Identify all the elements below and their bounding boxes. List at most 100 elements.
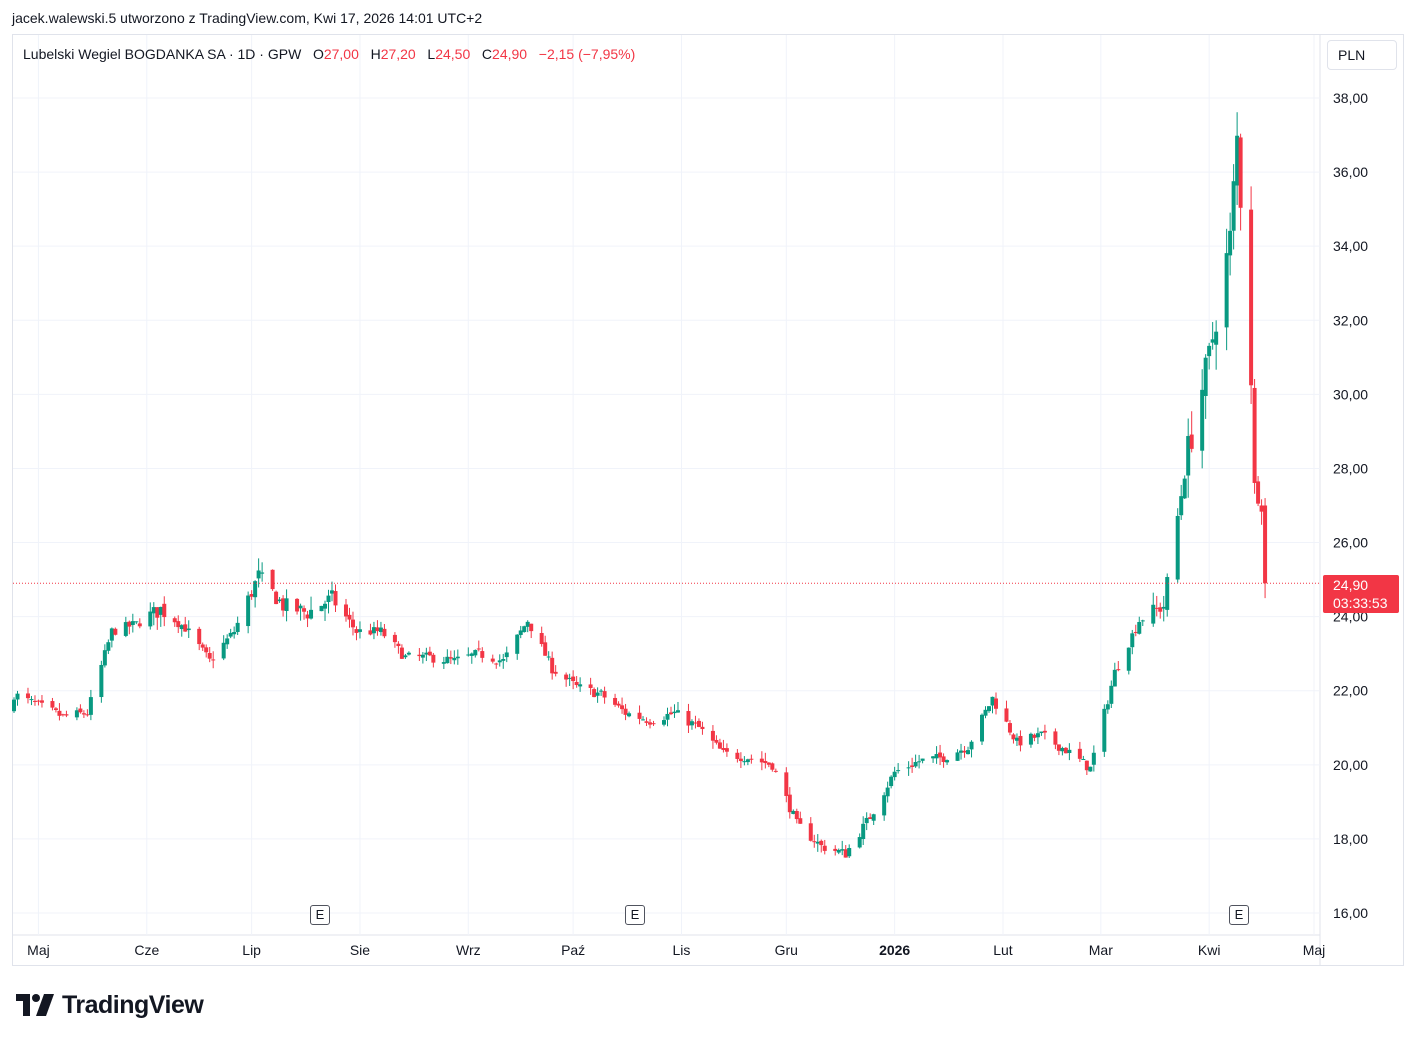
currency-button[interactable]: PLN bbox=[1327, 40, 1397, 70]
earnings-marker[interactable]: E bbox=[1229, 905, 1249, 925]
candle-body bbox=[574, 681, 579, 686]
candle-body bbox=[371, 627, 376, 634]
chart-legend: Lubelski Wegiel BOGDANKA SA · 1D · GPW O… bbox=[23, 46, 635, 62]
y-tick-label: 16,00 bbox=[1333, 905, 1368, 921]
legend-open-value: 27,00 bbox=[323, 46, 359, 62]
tradingview-logo-text: TradingView bbox=[62, 990, 204, 1019]
candle-body bbox=[1053, 731, 1058, 745]
candle-body bbox=[700, 726, 705, 730]
legend-close-label: C bbox=[481, 46, 493, 62]
candle-body bbox=[1158, 607, 1163, 612]
candle-body bbox=[539, 632, 544, 645]
candle-body bbox=[200, 644, 205, 648]
candle-body bbox=[494, 663, 499, 665]
candle-body bbox=[648, 722, 653, 725]
candle-body bbox=[392, 634, 397, 643]
candle-body bbox=[745, 759, 750, 763]
x-tick-label: Gru bbox=[775, 942, 798, 958]
candle-body bbox=[822, 845, 827, 851]
candle-body bbox=[910, 765, 915, 767]
candle-body bbox=[1028, 733, 1033, 745]
candle-body bbox=[735, 752, 740, 759]
candle-body bbox=[896, 770, 901, 772]
candle-body bbox=[857, 837, 862, 848]
candle-body bbox=[696, 720, 701, 727]
candle-body bbox=[1175, 515, 1180, 580]
candle-body bbox=[1249, 209, 1254, 386]
candle-body bbox=[840, 849, 845, 851]
candle-body bbox=[480, 651, 485, 658]
candle-body bbox=[12, 699, 16, 712]
candle-body bbox=[812, 841, 817, 843]
candle-body bbox=[1235, 135, 1240, 186]
candle-body bbox=[675, 710, 680, 713]
candle-body bbox=[665, 713, 670, 720]
candle-body bbox=[1004, 708, 1009, 722]
candle-body bbox=[350, 619, 355, 628]
tradingview-logo[interactable]: TradingView bbox=[16, 990, 204, 1020]
x-tick-label: Lis bbox=[673, 942, 691, 958]
candle-body bbox=[406, 652, 411, 655]
candle-body bbox=[445, 656, 450, 664]
legend-high-value: 27,20 bbox=[380, 46, 416, 62]
candle-body bbox=[78, 708, 83, 713]
candle-body bbox=[836, 849, 841, 853]
candle-body bbox=[1014, 737, 1019, 741]
candle-body bbox=[1259, 505, 1264, 512]
candle-body bbox=[962, 750, 967, 753]
candle-body bbox=[427, 651, 432, 656]
candle-body bbox=[1011, 734, 1016, 740]
earnings-marker[interactable]: E bbox=[625, 905, 645, 925]
candle-body bbox=[637, 712, 642, 719]
candle-body bbox=[232, 632, 237, 635]
legend-open-label: O bbox=[312, 46, 324, 62]
candle-body bbox=[420, 654, 425, 658]
candle-body bbox=[36, 700, 41, 702]
bar-countdown: 03:33:53 bbox=[1333, 595, 1388, 611]
candle-body bbox=[1207, 345, 1212, 357]
candle-body bbox=[298, 605, 303, 609]
x-tick-label: Sie bbox=[350, 942, 370, 958]
candle-body bbox=[1186, 436, 1191, 476]
candle-body bbox=[920, 758, 925, 761]
candle-body bbox=[25, 693, 30, 699]
candle-body bbox=[553, 671, 558, 674]
candle-body bbox=[931, 756, 936, 759]
candle-body bbox=[987, 706, 991, 712]
candle-body bbox=[525, 621, 530, 627]
candle-body bbox=[323, 603, 328, 609]
candle-body bbox=[714, 739, 719, 743]
candle-body bbox=[668, 712, 673, 715]
candle-body bbox=[592, 689, 597, 698]
legend-low-label: L bbox=[427, 46, 436, 62]
candle-body bbox=[1210, 339, 1215, 343]
candle-body bbox=[424, 652, 429, 655]
candle-body bbox=[1018, 735, 1023, 746]
candle-body bbox=[466, 654, 471, 656]
candle-body bbox=[1039, 731, 1044, 734]
candle-body bbox=[983, 709, 988, 716]
candle-body bbox=[1214, 331, 1219, 345]
candle-body bbox=[228, 632, 233, 637]
earnings-marker[interactable]: E bbox=[310, 905, 330, 925]
candle-body bbox=[620, 705, 625, 710]
x-tick-label: Kwi bbox=[1198, 942, 1221, 958]
candle-body bbox=[1154, 607, 1159, 609]
candle-body bbox=[644, 721, 649, 723]
candle-body bbox=[990, 696, 995, 706]
candle-body bbox=[162, 603, 167, 618]
candle-body bbox=[763, 760, 768, 764]
x-tick-label: Lut bbox=[993, 942, 1013, 958]
candle-body bbox=[148, 611, 153, 627]
candle-body bbox=[270, 569, 275, 590]
candle-body bbox=[256, 570, 261, 579]
candle-body bbox=[571, 676, 576, 682]
candle-body bbox=[1200, 389, 1205, 451]
candle-body bbox=[833, 848, 838, 851]
candle-body bbox=[1224, 253, 1229, 328]
candle-body bbox=[57, 710, 62, 716]
candle-body bbox=[490, 658, 495, 662]
legend-symbol[interactable]: Lubelski Wegiel BOGDANKA SA · 1D · GPW bbox=[23, 46, 302, 62]
candle-body bbox=[417, 654, 422, 657]
